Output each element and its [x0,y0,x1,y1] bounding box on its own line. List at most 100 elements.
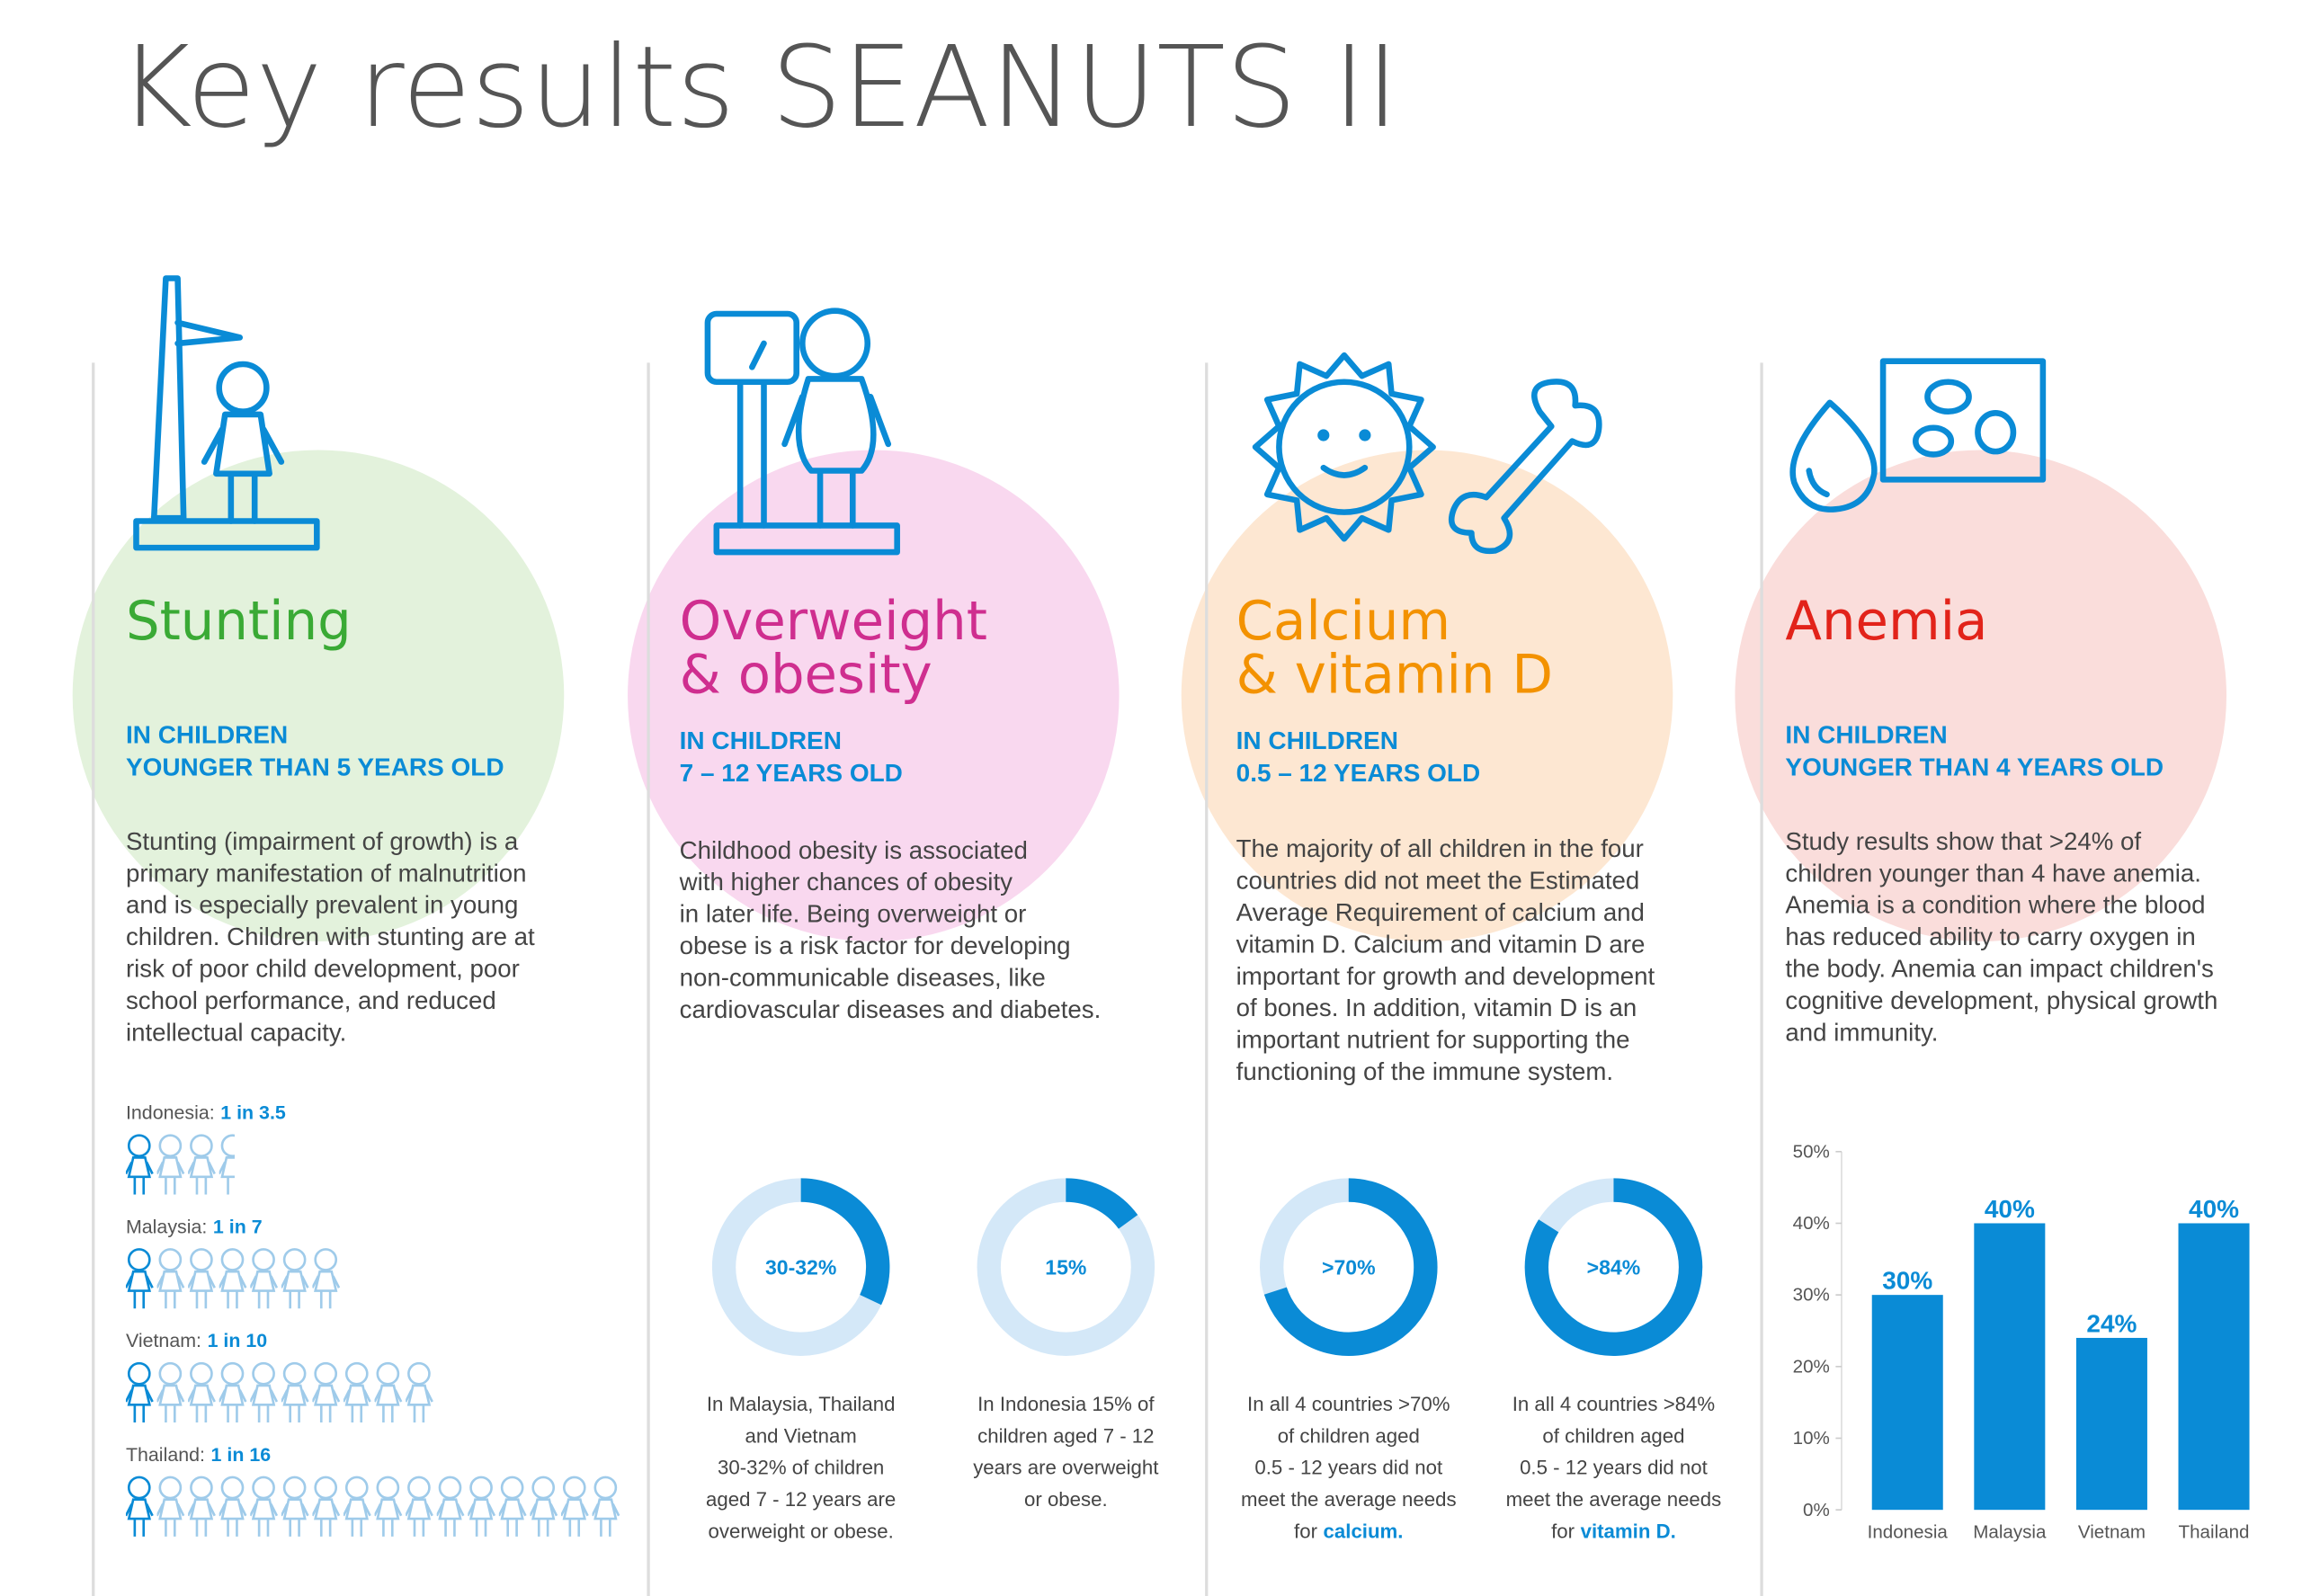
section-heading: Overweight [680,590,987,652]
person-icon [219,1361,247,1423]
icon-body [125,1498,154,1537]
icon-head [282,1361,307,1386]
bar-value-label: 40% [1985,1195,2035,1223]
donut-caption: of children aged [1542,1424,1684,1447]
icon-head [158,1476,183,1500]
person-icon [281,1361,309,1423]
icon-body [219,1270,247,1309]
icon-head [252,1476,275,1500]
icon-head [469,1476,493,1500]
icon-head [127,1476,151,1500]
donut-caption: In all 4 countries >84% [1512,1393,1715,1415]
person-icon [219,1476,247,1537]
section-body: the body. Anemia can impact children's [1785,955,2213,983]
icon-head [314,1476,338,1500]
section-subheading: IN CHILDREN [1785,720,1947,748]
dividers [92,362,1763,1596]
country: Malaysia: [126,1216,207,1237]
person-icon [592,1476,620,1537]
ratio: 1 in 10 [208,1330,268,1351]
icons [133,275,2047,556]
donut-caption: overweight or obese. [709,1520,894,1542]
ratio: 1 in 3.5 [220,1102,286,1124]
pictogram-row [125,1248,341,1309]
bar-value-label: 24% [2086,1309,2137,1337]
icon-body [188,1156,216,1195]
icon-head [282,1476,307,1500]
person-icon [250,1476,279,1537]
donut-caption: for calcium. [1294,1520,1403,1542]
section-body: school performance, and reduced [126,986,496,1014]
section-subheading: IN CHILDREN [1236,727,1398,754]
icon-body [374,1384,403,1423]
section-body: Childhood obesity is associated [680,836,1028,864]
icon-head [220,1248,245,1271]
country: Thailand: [126,1444,205,1466]
section-body: and immunity. [1785,1018,1938,1046]
icon-body [188,1384,216,1423]
person-icon [374,1476,403,1537]
person-icon [156,1248,185,1309]
person-icon [560,1476,589,1537]
icon-head [314,1361,338,1386]
y-tick-label: 40% [1793,1213,1830,1234]
icon-body [125,1156,154,1195]
person-icon [406,1361,433,1423]
icon-head [190,1134,213,1158]
person-icon [281,1476,309,1537]
icon-body [343,1498,371,1537]
icon-body [560,1498,589,1537]
person-icon [188,1361,216,1423]
section-body: Average Requirement of calcium and [1236,898,1645,926]
x-tick-label: Thailand [2179,1521,2250,1542]
section-circle [628,450,1120,942]
section-body: with higher chances of obesity [679,868,1013,896]
bar [2075,1337,2147,1511]
icon-head [220,1134,235,1158]
icon-body [219,1384,247,1423]
icon-head [376,1476,400,1500]
person-icon [436,1476,465,1537]
icon-head [282,1248,307,1271]
calcium-icon [1252,352,1602,555]
page-title: Key results SEANUTS II [119,22,1399,153]
icon-head [252,1361,275,1386]
pictogram-row [125,1134,235,1195]
donut-caption: 30-32% of children [718,1457,884,1479]
icon-head [252,1248,275,1271]
icon-body [188,1498,216,1537]
donut-caption: years are overweight [973,1457,1159,1479]
section-body: obese is a risk factor for developing [680,932,1071,959]
x-tick-label: Malaysia [1973,1521,2047,1542]
donut-caption: 0.5 - 12 years did not [1520,1457,1709,1479]
section-heading: Calcium [1236,590,1450,652]
section-body: Study results show that >24% of [1785,827,2141,855]
section-body: in later life. Being overweight or [680,900,1027,928]
section-circle [1181,450,1673,942]
section-body: functioning of the immune system. [1236,1057,1613,1085]
person-icon [468,1476,496,1537]
person-icon [156,1361,185,1423]
donut-arc [800,1178,890,1306]
stunting-icon [133,275,320,551]
icon-head [344,1476,369,1500]
icon-head [127,1361,151,1386]
section-body: Stunting (impairment of growth) is a [126,827,519,855]
icon-body [281,1498,309,1537]
section-circle [72,450,565,942]
icon-head [220,1476,245,1500]
donut-caption: and Vietnam [745,1424,856,1447]
icon-body [343,1384,371,1423]
section-body: countries did not meet the Estimated [1236,867,1640,895]
icon-head [190,1361,213,1386]
icon-head [562,1476,586,1500]
section-circle [1735,450,2227,942]
pictogram-label: Thailand: 1 in 16 [126,1444,271,1466]
person-icon [406,1476,433,1537]
icon-body [156,1270,185,1309]
icon-body [468,1498,496,1537]
country: Vietnam: [126,1330,201,1351]
icon-body [219,1498,247,1537]
section-body: risk of poor child development, poor [126,955,520,983]
icon-head [593,1476,618,1500]
